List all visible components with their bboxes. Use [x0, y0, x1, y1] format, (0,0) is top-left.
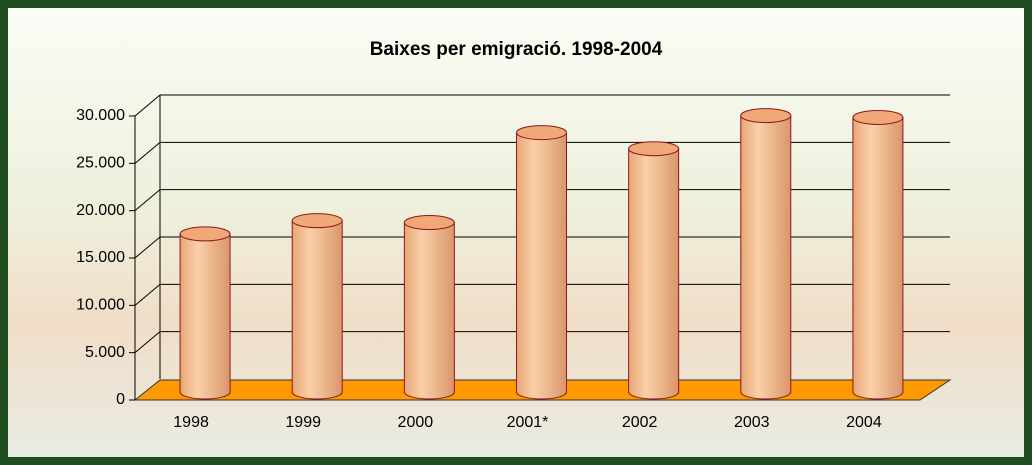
grid-line — [134, 236, 161, 259]
bar — [852, 116, 904, 400]
x-tick-label: 2004 — [846, 414, 882, 431]
bar-top — [179, 226, 231, 242]
x-tick-label: 2000 — [398, 414, 434, 431]
bar-top — [740, 108, 792, 124]
y-tick-label: 10.000 — [76, 297, 125, 314]
bar — [628, 148, 680, 400]
bar — [403, 222, 455, 400]
chart-title: Baixes per emigració. 1998-2004 — [370, 39, 663, 60]
y-tick-label: 5.000 — [85, 344, 125, 361]
x-tick-label: 1998 — [173, 414, 209, 431]
grid-line — [134, 189, 161, 212]
bar-top — [516, 125, 567, 141]
x-tick-label: 2003 — [734, 414, 770, 431]
x-tick-label: 2001* — [507, 414, 549, 431]
x-tick-label: 1999 — [285, 414, 321, 431]
bar-top — [852, 109, 904, 125]
grid-line — [134, 94, 161, 117]
x-tick-label: 2002 — [622, 414, 658, 431]
bar — [740, 115, 792, 400]
y-tick-label: 30.000 — [76, 107, 125, 124]
bar — [291, 220, 343, 400]
y-tick-label: 25.000 — [76, 155, 125, 172]
y-tick-label: 0 — [116, 391, 125, 408]
y-tick-label: 15.000 — [76, 249, 125, 266]
grid-line — [134, 331, 161, 354]
bar-top — [628, 141, 680, 157]
y-tick-label: 20.000 — [76, 202, 125, 219]
bar-top — [291, 213, 343, 229]
grid-line — [134, 283, 161, 306]
bar-top — [403, 215, 455, 231]
grid-line — [134, 141, 161, 164]
bar — [179, 233, 231, 400]
bar — [516, 132, 567, 400]
